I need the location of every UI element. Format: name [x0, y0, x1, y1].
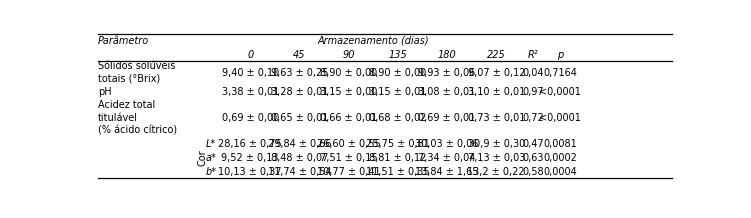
Text: b*: b*	[205, 167, 216, 177]
Text: 90: 90	[342, 50, 355, 60]
Text: Acidez total
titulável
(% ácido cítrico): Acidez total titulável (% ácido cítrico)	[98, 100, 177, 136]
Text: 0,7164: 0,7164	[544, 68, 578, 78]
Text: 3,38 ± 0,01: 3,38 ± 0,01	[222, 87, 279, 97]
Text: <0,0001: <0,0001	[539, 87, 581, 97]
Text: 3,15 ± 0,01: 3,15 ± 0,01	[369, 87, 427, 97]
Text: 3,10 ± 0,01: 3,10 ± 0,01	[468, 87, 525, 97]
Text: 9,07 ± 0,12: 9,07 ± 0,12	[468, 68, 525, 78]
Text: 0,97: 0,97	[522, 87, 544, 97]
Text: 30,03 ± 0,06: 30,03 ± 0,06	[415, 139, 479, 149]
Text: 135: 135	[388, 50, 407, 60]
Text: 25,75 ± 0,81: 25,75 ± 0,81	[366, 139, 430, 149]
Text: R²: R²	[528, 50, 538, 60]
Text: p: p	[557, 50, 563, 60]
Text: 0,69 ± 0,00: 0,69 ± 0,00	[222, 113, 279, 123]
Text: 180: 180	[438, 50, 457, 60]
Text: 0,47: 0,47	[522, 139, 544, 149]
Text: 0,0004: 0,0004	[544, 167, 578, 177]
Text: 11,74 ± 0,54: 11,74 ± 0,54	[267, 167, 331, 177]
Text: 13,84 ± 1,65: 13,84 ± 1,65	[415, 167, 479, 177]
Text: 8,90 ± 0,00: 8,90 ± 0,00	[369, 68, 427, 78]
Text: 8,81 ± 0,12: 8,81 ± 0,12	[369, 153, 427, 163]
Text: 0,63: 0,63	[522, 153, 544, 163]
Text: <0,0001: <0,0001	[539, 113, 581, 123]
Text: Parâmetro: Parâmetro	[98, 36, 149, 46]
Text: pH: pH	[98, 87, 111, 97]
Text: 3,15 ± 0,00: 3,15 ± 0,00	[320, 87, 377, 97]
Text: 0,66 ± 0,01: 0,66 ± 0,01	[320, 113, 377, 123]
Text: 29,84 ± 0,66: 29,84 ± 0,66	[267, 139, 331, 149]
Text: 0,0081: 0,0081	[544, 139, 578, 149]
Text: 9,93 ± 0,06: 9,93 ± 0,06	[418, 68, 475, 78]
Text: 0,65 ± 0,01: 0,65 ± 0,01	[271, 113, 328, 123]
Text: 9,63 ± 0,25: 9,63 ± 0,25	[270, 68, 328, 78]
Text: 26,60 ± 0,55: 26,60 ± 0,55	[317, 139, 381, 149]
Text: 10,77 ± 0,41: 10,77 ± 0,41	[317, 167, 381, 177]
Text: 13,2 ± 0,22: 13,2 ± 0,22	[467, 167, 525, 177]
Text: 3,28 ± 0,01: 3,28 ± 0,01	[271, 87, 328, 97]
Text: 225: 225	[487, 50, 505, 60]
Text: 3,08 ± 0,01: 3,08 ± 0,01	[418, 87, 475, 97]
Text: Cor: Cor	[198, 150, 207, 166]
Text: 0,73 ± 0,01: 0,73 ± 0,01	[468, 113, 525, 123]
Text: 28,16 ± 0,75: 28,16 ± 0,75	[219, 139, 282, 149]
Text: 0,68 ± 0,02: 0,68 ± 0,02	[369, 113, 427, 123]
Text: Sólidos solúveis
totais (°Brix): Sólidos solúveis totais (°Brix)	[98, 61, 175, 84]
Text: 8,90 ± 0,00: 8,90 ± 0,00	[320, 68, 377, 78]
Text: 11,51 ± 0,35: 11,51 ± 0,35	[366, 167, 430, 177]
Text: 10,13 ± 0,37: 10,13 ± 0,37	[219, 167, 282, 177]
Text: 0,58: 0,58	[522, 167, 544, 177]
Text: 9,40 ± 0,10: 9,40 ± 0,10	[222, 68, 279, 78]
Text: 0: 0	[247, 50, 253, 60]
Text: 7,34 ± 0,04: 7,34 ± 0,04	[418, 153, 476, 163]
Text: 9,52 ± 0,13: 9,52 ± 0,13	[222, 153, 279, 163]
Text: 8,48 ± 0,07: 8,48 ± 0,07	[271, 153, 328, 163]
Text: 0,0002: 0,0002	[544, 153, 578, 163]
Text: a*: a*	[206, 153, 216, 163]
Text: 0,69 ± 0,01: 0,69 ± 0,01	[418, 113, 475, 123]
Text: 0,04: 0,04	[522, 68, 544, 78]
Text: 45: 45	[293, 50, 306, 60]
Text: Armazenamento (dias): Armazenamento (dias)	[318, 36, 429, 46]
Text: L*: L*	[206, 139, 216, 149]
Text: 0,72: 0,72	[522, 113, 544, 123]
Text: 7,51 ± 0,15: 7,51 ± 0,15	[320, 153, 378, 163]
Text: 7,13 ± 0,03: 7,13 ± 0,03	[468, 153, 525, 163]
Text: 30,9 ± 0,30: 30,9 ± 0,30	[468, 139, 525, 149]
